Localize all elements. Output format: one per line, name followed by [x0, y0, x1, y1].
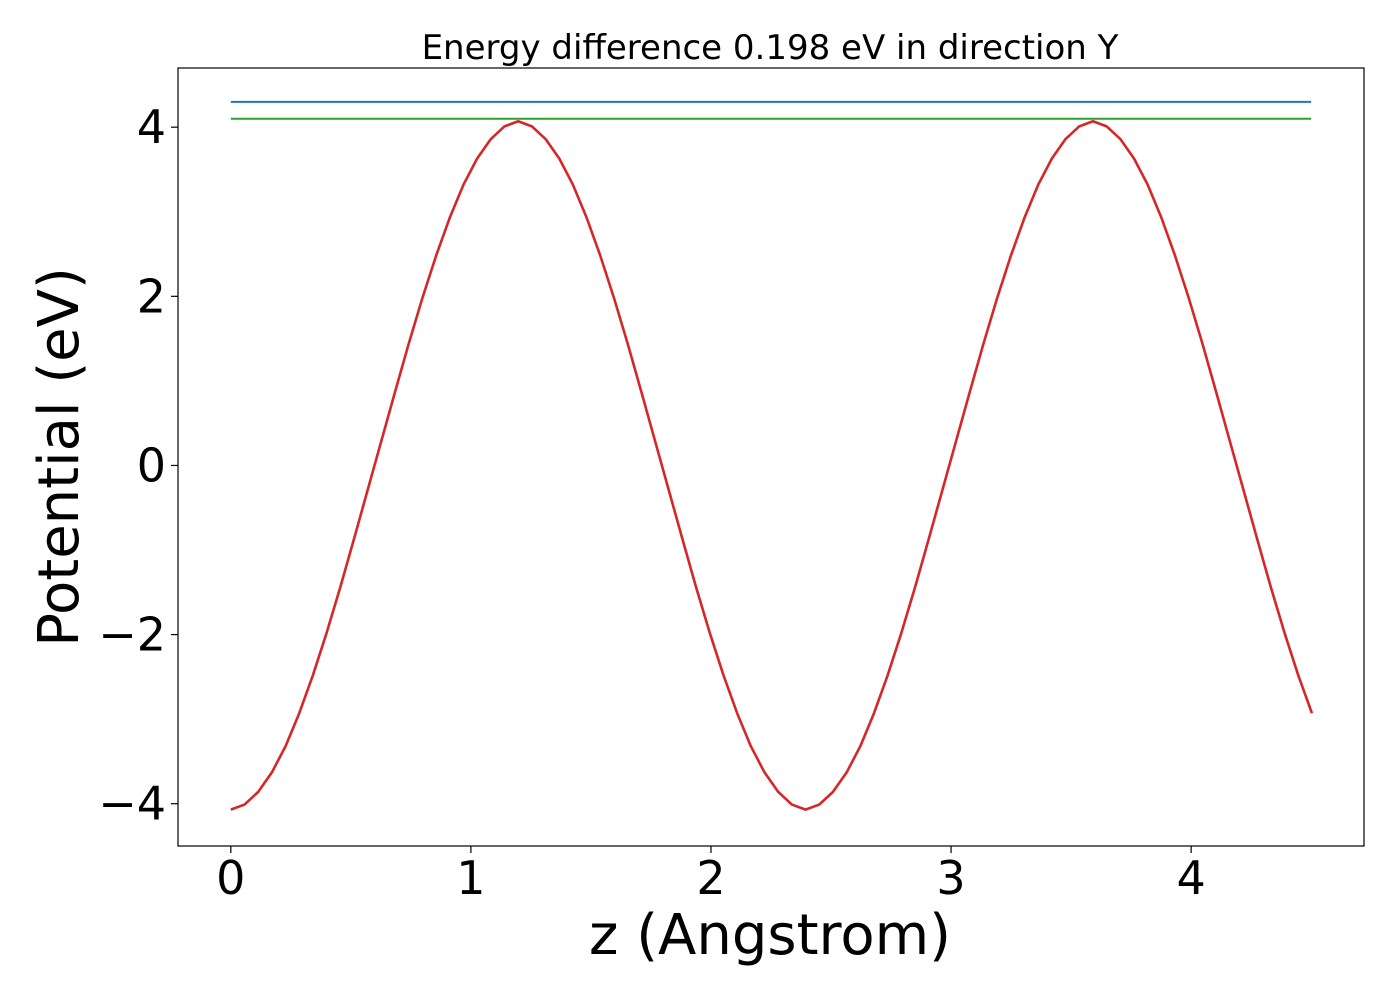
x-tick-label: 2	[696, 851, 725, 905]
chart-title: Energy difference 0.198 eV in direction …	[422, 28, 1119, 68]
y-axis-label: Potential (eV)	[27, 267, 92, 647]
y-tick-label: −2	[98, 608, 166, 662]
plot-frame	[177, 67, 1365, 847]
y-axis: −4 −2 0 2 4	[98, 100, 178, 831]
y-tick-label: 0	[137, 438, 166, 492]
plot-area	[177, 67, 1365, 847]
x-tick-label: 0	[216, 851, 245, 905]
series-layer	[230, 100, 1314, 811]
x-axis-label: z (Angstrom)	[589, 903, 951, 968]
x-tick-label: 4	[1177, 851, 1206, 905]
x-tick-label: 1	[456, 851, 485, 905]
y-tick-label: 4	[137, 100, 166, 154]
x-axis: 0 1 2 3 4	[216, 846, 1206, 905]
y-tick-label: 2	[137, 269, 166, 323]
x-tick-label: 3	[936, 851, 965, 905]
potential-curve-0	[230, 119, 1314, 811]
y-tick-label: −4	[98, 777, 166, 831]
